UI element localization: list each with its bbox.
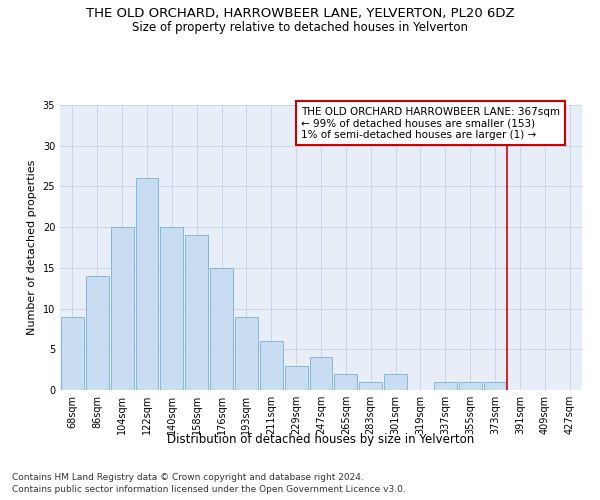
Bar [434,382,457,390]
Bar [136,178,158,390]
Text: Size of property relative to detached houses in Yelverton: Size of property relative to detached ho… [132,21,468,34]
Bar [459,382,482,390]
Bar [210,268,233,390]
Bar [111,227,134,390]
Bar [86,276,109,390]
Text: THE OLD ORCHARD, HARROWBEER LANE, YELVERTON, PL20 6DZ: THE OLD ORCHARD, HARROWBEER LANE, YELVER… [86,8,514,20]
Text: Contains HM Land Registry data © Crown copyright and database right 2024.: Contains HM Land Registry data © Crown c… [12,472,364,482]
Text: THE OLD ORCHARD HARROWBEER LANE: 367sqm
← 99% of detached houses are smaller (15: THE OLD ORCHARD HARROWBEER LANE: 367sqm … [301,106,560,140]
Bar [484,382,506,390]
Bar [260,341,283,390]
Text: Distribution of detached houses by size in Yelverton: Distribution of detached houses by size … [167,432,475,446]
Bar [384,374,407,390]
Bar [285,366,308,390]
Bar [359,382,382,390]
Bar [235,316,258,390]
Bar [334,374,357,390]
Bar [160,227,183,390]
Bar [61,316,84,390]
Text: Contains public sector information licensed under the Open Government Licence v3: Contains public sector information licen… [12,485,406,494]
Bar [310,358,332,390]
Y-axis label: Number of detached properties: Number of detached properties [27,160,37,335]
Bar [185,236,208,390]
